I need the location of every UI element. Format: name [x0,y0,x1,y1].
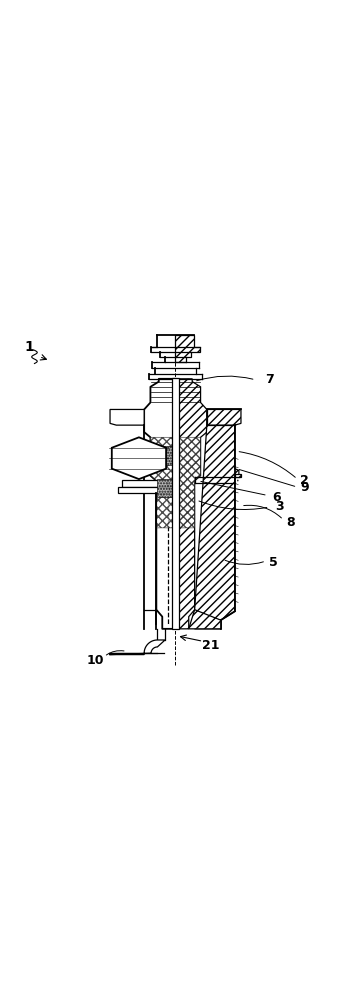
Bar [118,487,168,493]
Text: 9: 9 [300,481,309,494]
Polygon shape [112,437,166,479]
Bar [157,446,175,465]
Bar [235,474,241,477]
Text: 2: 2 [300,474,309,487]
Text: 5: 5 [269,556,277,569]
Bar [157,479,175,497]
Text: 21: 21 [201,639,219,652]
Polygon shape [151,437,176,528]
Text: 7: 7 [265,373,274,386]
Text: 10: 10 [87,654,104,667]
Text: 1: 1 [24,340,34,354]
Polygon shape [195,425,239,629]
Polygon shape [176,437,200,528]
Text: 6: 6 [272,491,281,504]
Polygon shape [110,640,165,655]
Polygon shape [207,409,241,425]
Text: 8: 8 [286,516,295,529]
Bar [121,480,167,487]
Polygon shape [110,409,144,425]
Text: 3: 3 [276,500,284,513]
Bar [172,378,179,629]
Polygon shape [176,335,200,362]
Polygon shape [176,379,207,629]
Polygon shape [189,610,221,629]
